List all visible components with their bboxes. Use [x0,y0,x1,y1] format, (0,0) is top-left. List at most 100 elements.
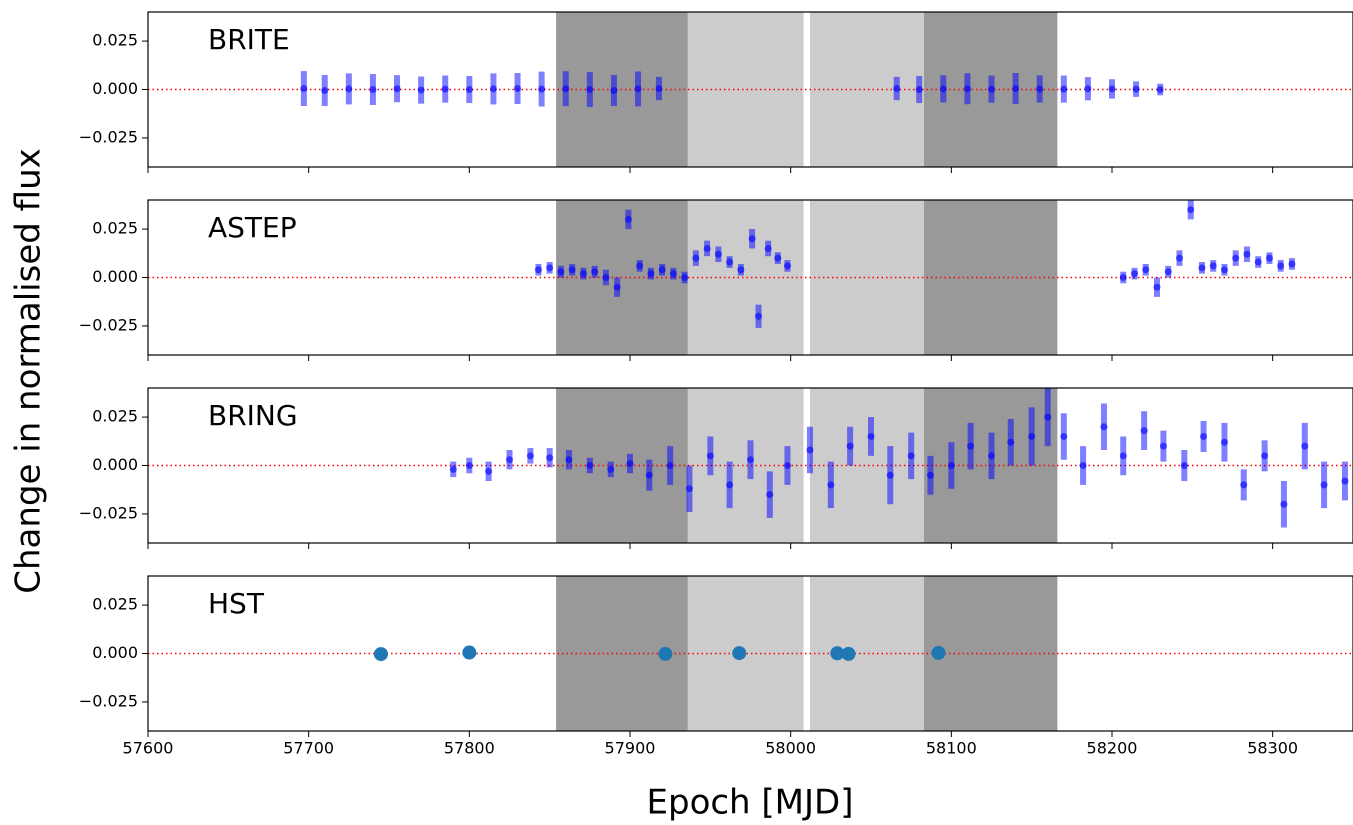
data-point [462,645,477,660]
panel-title: HST [208,587,265,620]
panel [148,200,1353,355]
y-tick-label: −0.025 [79,691,138,710]
data-point [546,264,554,272]
data-point [645,471,653,479]
data-point [666,462,674,469]
data-point [1320,481,1328,489]
data-point [607,465,615,473]
data-point [441,85,449,93]
shaded-span [809,200,925,355]
y-tick-label: 0.025 [92,219,138,238]
data-point [766,491,774,499]
data-point [841,646,856,661]
data-point [846,442,854,450]
data-point [626,460,634,468]
data-point [947,462,955,469]
data-point [967,442,975,450]
data-point [1243,250,1251,258]
data-point [602,274,610,281]
data-point [827,481,835,489]
data-point [1220,266,1228,274]
data-point [1341,477,1349,485]
y-tick-label: −0.025 [79,127,138,146]
data-point [703,244,711,252]
x-tick-label: 58000 [765,739,816,758]
data-point [1084,85,1092,93]
data-point [300,85,308,93]
data-point [345,85,353,93]
data-point [692,254,700,262]
data-point [893,85,901,93]
data-point [1261,452,1269,460]
data-point [915,86,923,93]
data-point [586,462,594,469]
data-point [1280,500,1288,508]
data-point [449,465,457,473]
y-axis-label: Change in normalised flux [9,148,49,593]
data-point [755,312,763,320]
x-tick-label: 57700 [283,739,334,758]
shaded-span [687,200,804,355]
data-point [926,471,934,479]
data-point [634,85,642,93]
data-point [1198,264,1206,272]
data-point [1153,283,1161,291]
data-point [613,283,621,291]
data-point [1277,262,1285,270]
panel-title: BRITE [208,23,290,56]
data-point [417,86,425,94]
data-point [557,268,565,276]
data-point [907,452,915,460]
data-point [624,215,632,223]
data-point [732,646,747,661]
data-point [1240,481,1248,489]
data-point [1130,270,1138,278]
y-tick-label: 0.000 [92,455,138,474]
data-point [1100,423,1108,431]
data-point [1288,260,1296,268]
data-point [1232,254,1240,262]
shaded-span [809,576,925,731]
data-point [963,85,971,93]
data-point [579,270,587,278]
data-point [867,432,875,440]
x-tick-label: 57900 [605,739,656,758]
data-point [636,262,644,270]
data-point [506,456,513,464]
data-point [514,85,522,93]
data-point [1209,262,1217,270]
data-point [681,274,689,281]
data-point [534,266,542,274]
data-point [669,270,677,278]
data-point [714,250,722,258]
data-point [568,266,576,274]
data-point [538,85,546,93]
data-point [658,646,673,661]
panel [148,576,1353,731]
x-axis-label: Epoch [MJD] [647,783,854,823]
data-point [737,266,745,274]
panel-title: BRING [208,399,298,432]
data-point [1036,85,1044,93]
data-point [610,86,618,94]
data-point [1301,442,1309,450]
data-point [489,85,497,93]
data-point [1265,254,1273,262]
data-point [748,235,756,243]
data-point [565,456,573,464]
data-point [373,647,388,662]
data-point [774,254,782,262]
data-point [939,85,947,93]
data-point [830,646,845,661]
data-point [726,481,734,489]
data-point [1119,274,1127,281]
data-point [783,262,791,270]
y-tick-label: 0.000 [92,79,138,98]
data-point [591,268,599,276]
data-point [1044,413,1052,421]
data-point [931,645,946,660]
data-point [764,244,772,252]
data-point [1060,85,1068,93]
data-point [747,456,754,464]
